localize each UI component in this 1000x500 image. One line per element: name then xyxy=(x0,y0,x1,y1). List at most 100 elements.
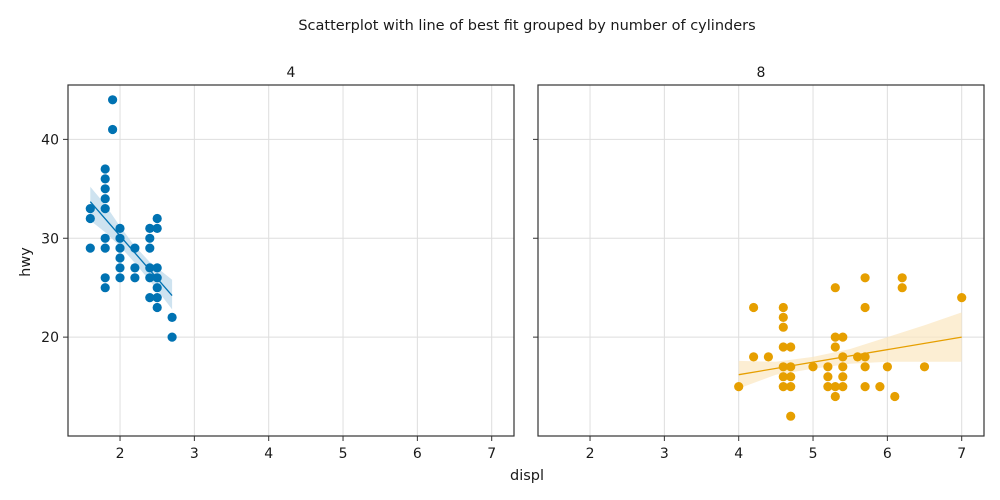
data-point xyxy=(778,302,788,313)
data-point xyxy=(100,283,110,293)
data-point xyxy=(786,382,796,392)
y-axis-label: hwy xyxy=(18,247,34,277)
data-point xyxy=(145,273,155,283)
data-point xyxy=(167,332,177,342)
x-axis-label: displ xyxy=(510,468,544,484)
data-point xyxy=(100,164,110,174)
data-point xyxy=(882,362,893,372)
data-point xyxy=(838,372,848,382)
data-point xyxy=(167,312,177,322)
facet-panel-4: 4 2 3 4 5 6 7 20 30 40 xyxy=(41,65,515,462)
data-point xyxy=(130,273,140,283)
data-point xyxy=(786,411,796,421)
x-tick-label: 5 xyxy=(809,446,818,462)
data-point xyxy=(823,362,833,372)
data-point xyxy=(890,391,900,402)
data-point xyxy=(830,382,840,392)
x-tick-label: 3 xyxy=(190,446,199,462)
data-point xyxy=(897,273,907,283)
x-tick-label: 2 xyxy=(116,446,125,462)
data-point xyxy=(145,223,155,233)
data-point xyxy=(130,263,140,273)
panel-frame xyxy=(67,84,515,437)
data-point xyxy=(830,391,840,402)
facet-panel-8: 8 2 3 4 5 6 7 xyxy=(533,65,985,462)
data-point xyxy=(830,342,840,352)
data-point xyxy=(778,382,788,392)
data-point xyxy=(115,223,125,233)
data-point xyxy=(108,95,118,105)
data-point xyxy=(957,293,967,303)
data-point xyxy=(823,372,833,382)
data-point xyxy=(919,362,930,372)
facet-panels: 4 2 3 4 5 6 7 20 30 40 8 2 3 4 5 6 7 xyxy=(41,65,985,462)
data-point xyxy=(115,253,125,263)
data-point xyxy=(860,382,870,392)
data-point xyxy=(115,233,125,243)
y-tick-label: 20 xyxy=(41,330,59,346)
y-tick-label: 30 xyxy=(41,231,59,247)
best-fit-line xyxy=(89,201,173,297)
x-tick-label: 4 xyxy=(264,446,273,462)
data-point xyxy=(838,362,848,372)
data-point xyxy=(778,342,788,352)
data-point xyxy=(778,322,788,332)
data-point xyxy=(786,342,796,352)
data-point xyxy=(115,273,125,283)
data-point xyxy=(860,273,870,283)
data-point xyxy=(100,243,110,253)
data-point xyxy=(838,382,848,392)
data-point xyxy=(897,283,907,293)
facet-title: 4 xyxy=(287,65,296,81)
data-point xyxy=(100,273,110,283)
data-point xyxy=(145,243,155,253)
data-point xyxy=(749,352,759,362)
x-tick-label: 3 xyxy=(660,446,669,462)
data-point xyxy=(152,302,162,313)
data-point xyxy=(749,302,759,313)
data-point xyxy=(734,382,744,392)
data-point xyxy=(100,233,110,243)
data-point xyxy=(778,312,788,322)
data-point xyxy=(152,283,162,293)
data-point xyxy=(786,372,796,382)
data-point xyxy=(838,332,848,342)
x-tick-label: 6 xyxy=(413,446,422,462)
panel-frame xyxy=(537,84,985,437)
data-point xyxy=(860,362,870,372)
data-point xyxy=(152,213,162,224)
data-point xyxy=(830,283,840,293)
data-point xyxy=(778,372,788,382)
best-fit-line xyxy=(738,336,962,376)
y-tick-label: 40 xyxy=(41,132,59,148)
x-tick-label: 7 xyxy=(487,446,496,462)
confidence-band xyxy=(738,312,962,389)
data-point xyxy=(145,233,155,243)
chart-title: Scatterplot with line of best fit groupe… xyxy=(298,18,755,34)
data-point xyxy=(152,293,162,303)
data-point xyxy=(786,362,796,372)
facet-title: 8 xyxy=(757,65,766,81)
data-point xyxy=(808,362,818,372)
data-point xyxy=(115,263,125,273)
x-tick-label: 4 xyxy=(734,446,743,462)
data-point xyxy=(763,352,774,362)
data-point xyxy=(85,213,95,224)
x-tick-label: 5 xyxy=(339,446,348,462)
x-tick-label: 6 xyxy=(883,446,892,462)
data-point xyxy=(875,382,885,392)
data-point xyxy=(152,263,162,273)
data-point xyxy=(145,293,155,303)
data-point xyxy=(145,263,155,273)
data-point xyxy=(85,204,95,214)
x-tick-label: 7 xyxy=(957,446,966,462)
data-point xyxy=(100,204,110,214)
data-point xyxy=(100,184,110,194)
data-point xyxy=(108,124,118,135)
data-point xyxy=(152,223,162,233)
x-tick-label: 2 xyxy=(586,446,595,462)
data-point xyxy=(830,332,840,342)
data-point xyxy=(823,382,833,392)
data-point xyxy=(100,194,110,204)
